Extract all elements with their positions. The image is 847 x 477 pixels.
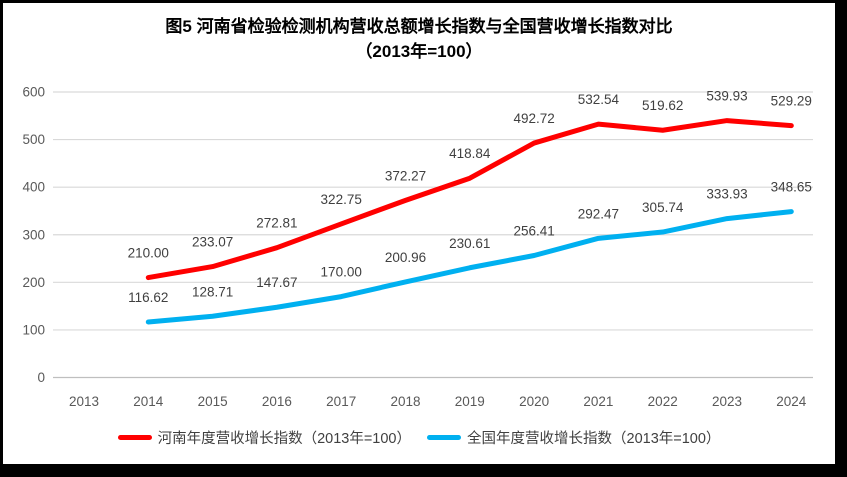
data-label: 333.93 <box>706 187 747 202</box>
x-tick-label: 2022 <box>648 394 678 409</box>
data-label: 348.65 <box>771 180 812 195</box>
series-line-1 <box>145 209 794 325</box>
data-label: 492.72 <box>513 111 554 126</box>
line-chart-plot: 0 100 200 300 400 500 600 2013 2014 2015 2016 2017 2… <box>22 85 813 409</box>
chart-title-line2: （2013年=100） <box>355 42 483 61</box>
y-tick-label: 200 <box>22 275 45 290</box>
data-label: 519.62 <box>642 98 683 113</box>
chart-legend: 河南年度营收增长指数（2013年=100） 全国年度营收增长指数（2013年=10… <box>3 427 835 448</box>
x-tick-label: 2023 <box>712 394 742 409</box>
x-tick-label: 2018 <box>390 394 420 409</box>
legend-swatch-1 <box>427 435 461 440</box>
x-tick-label: 2013 <box>69 394 99 409</box>
chart-title-line1: 图5 河南省检验检测机构营收总额增长指数与全国营收增长指数对比 <box>165 17 673 36</box>
data-label: 418.84 <box>449 146 491 161</box>
x-tick-label: 2020 <box>519 394 549 409</box>
x-tick-label: 2017 <box>326 394 356 409</box>
data-label: 200.96 <box>385 250 426 265</box>
legend-label-0: 河南年度营收增长指数（2013年=100） <box>157 431 411 447</box>
legend-item-0: 河南年度营收增长指数（2013年=100） <box>117 427 411 448</box>
data-label: 210.00 <box>128 246 169 261</box>
y-tick-label: 300 <box>22 227 45 242</box>
data-label: 116.62 <box>128 290 168 305</box>
x-tick-label: 2021 <box>583 394 613 409</box>
chart-title: 图5 河南省检验检测机构营收总额增长指数与全国营收增长指数对比 （2013年=1… <box>3 14 835 64</box>
data-label: 233.07 <box>192 235 233 250</box>
series-line-0 <box>145 118 794 281</box>
data-label: 372.27 <box>385 168 426 183</box>
legend-item-1: 全国年度营收增长指数（2013年=100） <box>427 427 720 448</box>
y-tick-label: 600 <box>22 85 45 100</box>
data-label: 292.47 <box>578 206 619 221</box>
x-tick-label: 2016 <box>262 394 292 409</box>
data-label: 230.61 <box>449 236 490 251</box>
data-label: 147.67 <box>256 275 297 290</box>
data-label: 305.74 <box>642 200 684 215</box>
data-label: 170.00 <box>321 265 362 280</box>
data-label: 532.54 <box>578 92 620 107</box>
data-label: 322.75 <box>321 192 362 207</box>
y-tick-label: 100 <box>22 322 45 337</box>
legend-label-1: 全国年度营收增长指数（2013年=100） <box>467 431 721 447</box>
legend-swatch-0 <box>117 435 152 440</box>
data-label: 272.81 <box>256 216 297 231</box>
y-tick-label: 500 <box>22 132 45 147</box>
x-tick-label: 2024 <box>776 394 807 409</box>
x-tick-label: 2014 <box>133 394 164 409</box>
x-tick-label: 2019 <box>455 394 485 409</box>
data-label: 539.93 <box>706 89 747 104</box>
data-label: 256.41 <box>513 223 554 238</box>
y-tick-label: 400 <box>22 180 45 195</box>
y-tick-label: 0 <box>37 370 45 385</box>
data-label: 529.29 <box>771 94 812 109</box>
data-label: 128.71 <box>192 284 233 299</box>
x-tick-label: 2015 <box>198 394 228 409</box>
